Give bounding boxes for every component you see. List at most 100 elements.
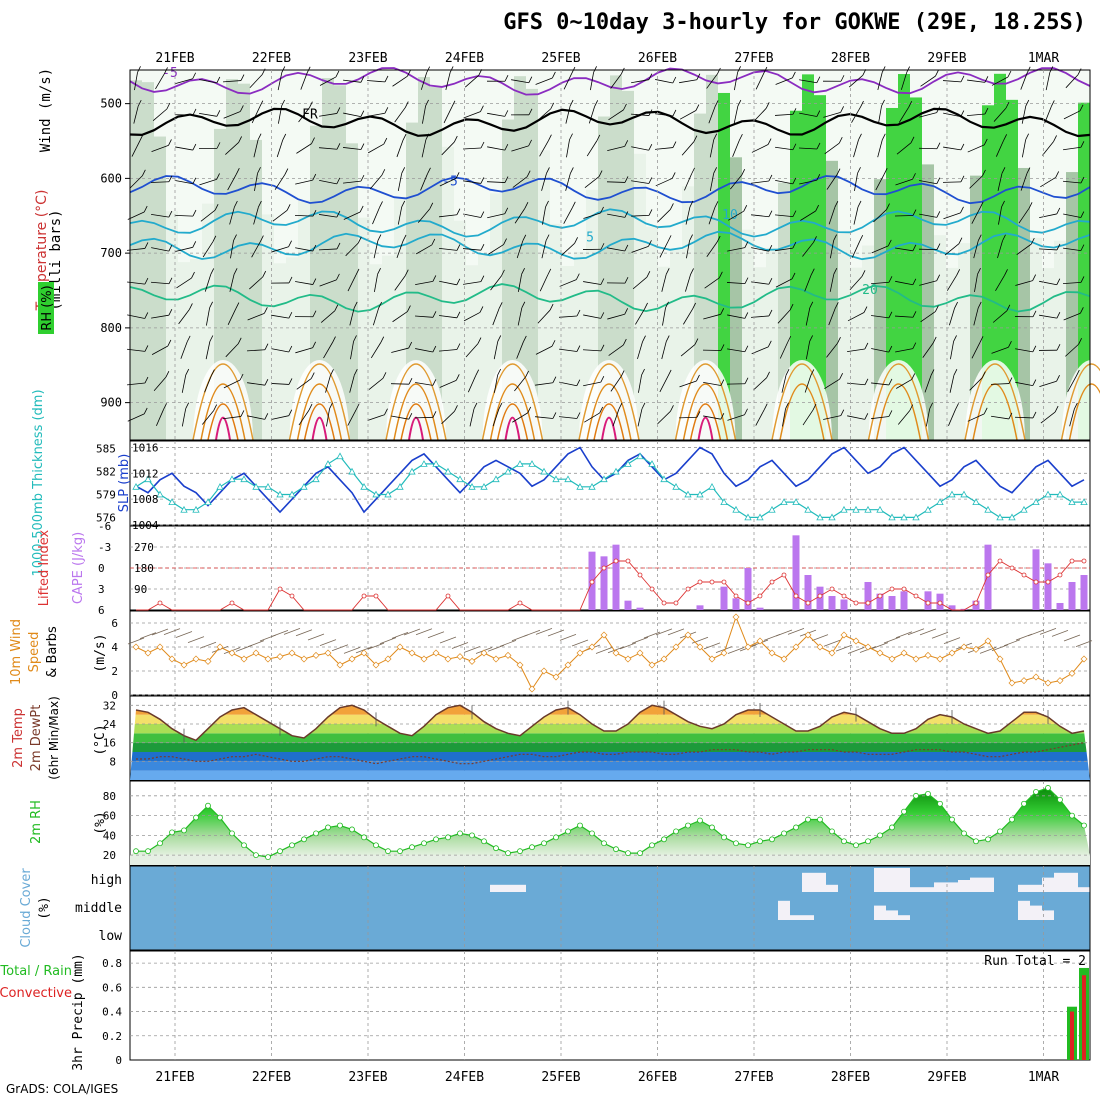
wind-barb-flag [594,100,599,107]
wind-barb-flag [912,311,917,318]
lifted-index-marker [661,600,667,606]
thickness-marker [876,505,884,513]
rh-shading-column [754,267,766,440]
precip-tick-label: 0.6 [102,981,122,994]
thickness-marker [732,505,740,513]
wind-speed-marker [420,655,428,663]
wind-barb-flag [498,402,503,410]
wind-barb-flag [432,275,437,282]
wind-barb-flag [691,167,695,175]
wind-speed-marker [144,649,152,657]
wind-barb [679,380,697,388]
wind-barb-flag [1008,377,1013,384]
wind-barb-flag [960,143,965,151]
wind-barb-flag [329,402,333,409]
wind-barb-flag [618,402,623,410]
wind-barb [439,247,457,251]
warm-contour [697,416,714,441]
wind-speed-marker [984,637,992,645]
wind-barb [199,79,217,84]
wind-barb-flag [979,336,984,343]
surface-wind-barb [811,634,829,642]
wind-barb-flag [144,345,149,352]
wind-speed-marker [612,649,620,657]
wind-barb-flag [789,303,794,311]
wind-barb [392,311,408,323]
wind-barb-flag [596,134,601,142]
wind-barb-flag [672,76,677,84]
cape-bar [948,605,956,610]
wind-barb-flag [281,66,286,73]
wind-barb [516,240,524,259]
wind-barb-flag [402,234,407,242]
warm-contour [215,416,231,441]
thickness-marker [648,460,656,467]
thickness-marker [768,505,776,513]
wind-barb [1039,314,1057,319]
wind-barb [727,247,745,252]
wind-barb [202,241,214,258]
wind-barb [392,75,408,87]
thickness-marker [216,482,224,490]
wind-barb-flag [648,73,653,80]
wind-barb [343,211,361,220]
rh-marker [421,840,427,847]
rh-shading-column [946,267,958,440]
wind-barb [151,214,169,218]
wind-barb [727,348,745,353]
wind-barb-flag [744,377,749,384]
cloud-middle-bar [1042,910,1054,920]
wind-barb-flag [720,308,725,315]
warm-contour [867,363,930,441]
cloud-high-bar [490,884,502,892]
wind-barb-flag [716,235,721,243]
wind-barb-flag [792,143,797,150]
wind-barb-flag [402,133,407,141]
wind-barb [967,79,985,83]
wind-speed-marker [840,631,848,639]
wind-barb-flag [713,133,718,140]
wind-barb [319,113,337,117]
cloud-panel-frame [129,865,1091,951]
wind-barb-flag [620,370,625,377]
chart-title: GFS 0~10day 3-hourly for GOKWE (29E, 18.… [503,10,1086,35]
wind-barb [608,109,624,121]
wind-barb-flag [785,402,789,409]
wind-barb-flag [689,234,693,241]
wind-barb [441,141,455,156]
rh-marker [625,850,631,857]
wind-barb-flag [696,411,701,418]
wind-barb-flag [288,378,293,385]
wind-speed-marker [300,655,308,663]
thickness-marker [924,505,932,513]
li-tick-label: 3 [98,583,105,596]
thickness-marker [444,467,452,475]
wind-barb [229,274,235,292]
wind-barb [300,72,308,90]
wind-barb-flag [983,138,988,146]
thickness-marker [696,490,704,498]
wind-barb-flag [498,302,503,309]
thickness-marker [504,467,512,475]
wind-barb-flag [648,240,652,247]
precip-total-legend: Total / Rain [0,964,72,979]
wind-speed-marker [876,649,884,657]
wind-speed-marker [456,653,464,661]
cape-bar [804,575,812,610]
lifted-index-marker [805,600,811,606]
wind-barb [854,173,858,192]
pressure-tick-label: 700 [100,246,122,260]
wind-barb-flag [624,140,629,147]
wind-barb-flag [743,205,748,212]
wind-barb [227,308,237,325]
wind-barb-flag [185,402,190,409]
wind-barb-flag [379,201,383,208]
isotherm-label: 5 [586,231,594,246]
wind-barb-flag [264,413,269,420]
cloud-middle-bar [778,900,790,920]
thickness-marker [1032,498,1040,505]
wind-barb [873,209,887,223]
wind-barb [558,315,578,318]
wind-barb [296,378,312,390]
wind-barb-flag [545,200,549,208]
